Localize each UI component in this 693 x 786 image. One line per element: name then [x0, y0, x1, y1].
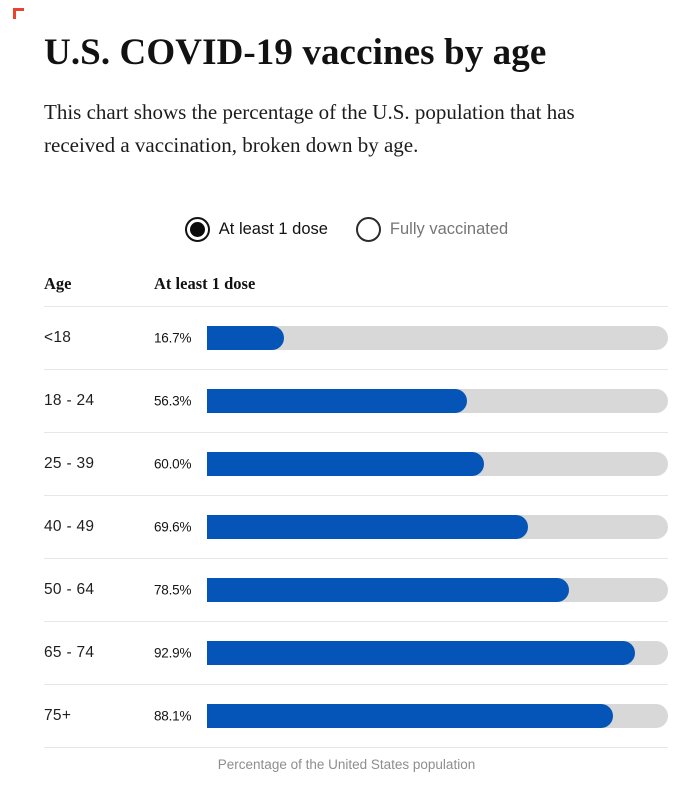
- bar-rows: <18 16.7% 18 - 24 56.3% 25 - 39 60.0% 40 - 49 6…: [44, 307, 668, 749]
- bar-track: [207, 704, 668, 729]
- table-row: 75+ 88.1%: [44, 685, 668, 749]
- table-row: 40 - 49 69.6%: [44, 496, 668, 560]
- age-label: 65 - 74: [44, 644, 95, 662]
- radio-at-least-1-dose[interactable]: At least 1 dose: [184, 217, 328, 243]
- radio-fully-vaccinated[interactable]: Fully vaccinated: [355, 217, 509, 243]
- bar-track: [207, 578, 668, 603]
- table-row: 18 - 24 56.3%: [44, 370, 668, 434]
- radio-label: At least 1 dose: [218, 220, 328, 239]
- percent-label: 92.9%: [154, 645, 192, 661]
- bar-fill: [207, 515, 528, 540]
- bar-track: [207, 641, 668, 666]
- percent-label: 60.0%: [154, 456, 192, 472]
- bar-track: [207, 326, 668, 351]
- age-label: 50 - 64: [44, 581, 95, 599]
- axis-caption: Percentage of the United States populati…: [217, 757, 476, 773]
- table-row: 25 - 39 60.0%: [44, 433, 668, 497]
- percent-label: 56.3%: [154, 393, 192, 409]
- age-label: <18: [44, 329, 72, 347]
- bar-fill: [207, 326, 284, 351]
- column-header-dose: At least 1 dose: [154, 274, 256, 294]
- bar-track: [207, 389, 668, 414]
- page-title: U.S. COVID-19 vaccines by age: [44, 32, 547, 73]
- column-header-age: Age: [44, 274, 72, 294]
- bar-track: [207, 515, 668, 540]
- age-label: 40 - 49: [44, 518, 95, 536]
- age-label: 75+: [44, 707, 72, 725]
- percent-label: 78.5%: [154, 582, 192, 598]
- table-row: <18 16.7%: [44, 307, 668, 371]
- percent-label: 16.7%: [154, 330, 192, 346]
- bar-fill: [207, 641, 636, 666]
- age-label: 25 - 39: [44, 455, 95, 473]
- bar-fill: [207, 578, 569, 603]
- red-corner-marker: [13, 8, 24, 19]
- dose-toggle-group: At least 1 dose Fully vaccinated: [0, 217, 693, 243]
- bar-fill: [207, 704, 614, 729]
- table-header-row: Age At least 1 dose: [44, 274, 668, 308]
- bar-fill: [207, 452, 484, 477]
- radio-label: Fully vaccinated: [389, 220, 509, 239]
- percent-label: 69.6%: [154, 519, 192, 535]
- radio-unselected-icon: [355, 217, 381, 243]
- age-label: 18 - 24: [44, 392, 95, 410]
- bar-fill: [207, 389, 467, 414]
- radio-selected-icon: [184, 217, 210, 243]
- bar-track: [207, 452, 668, 477]
- percent-label: 88.1%: [154, 708, 192, 724]
- page-subtitle: This chart shows the percentage of the U…: [44, 99, 575, 157]
- table-row: 65 - 74 92.9%: [44, 622, 668, 686]
- table-row: 50 - 64 78.5%: [44, 559, 668, 623]
